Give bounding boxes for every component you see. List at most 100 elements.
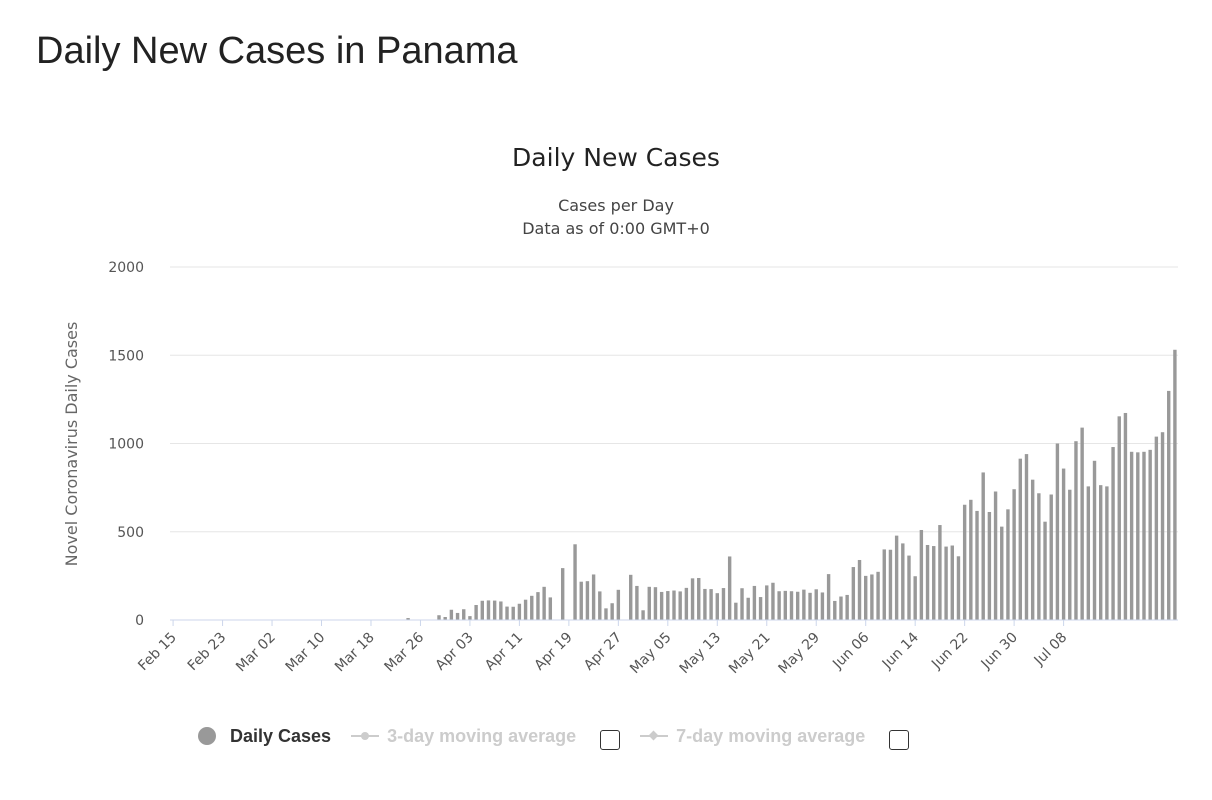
x-tick-label: May 29: [776, 630, 824, 678]
bar: [443, 616, 447, 620]
bar: [919, 529, 924, 620]
x-tick-label: Apr 11: [482, 630, 526, 674]
bar: [542, 586, 546, 620]
bar: [1012, 489, 1016, 620]
bar: [808, 592, 812, 620]
bar: [1167, 390, 1171, 620]
bar: [876, 571, 880, 620]
y-tick-label: 2000: [108, 260, 144, 276]
bar: [406, 618, 410, 620]
grid-lines: [170, 266, 1178, 533]
bar: [585, 581, 590, 620]
legend-label-7-day-average: 7-day moving average: [676, 725, 866, 746]
bar: [981, 472, 985, 620]
bar: [1043, 521, 1047, 620]
x-tick-label: May 05: [627, 630, 675, 678]
bar: [1098, 485, 1103, 620]
bar: [882, 549, 886, 620]
bar: [523, 599, 528, 620]
bar: [734, 602, 738, 620]
bar: [864, 575, 868, 620]
bar: [573, 544, 577, 620]
bar: [1111, 447, 1115, 620]
bar: [1173, 349, 1177, 620]
y-tick-label: 500: [117, 525, 144, 541]
bar: [783, 590, 788, 620]
bar: [1105, 486, 1109, 620]
bar: [833, 600, 837, 620]
bar: [1055, 443, 1060, 620]
legend-item-7-day-average[interactable]: 7-day moving average: [640, 726, 865, 747]
bar: [987, 511, 992, 620]
bar: [486, 600, 491, 620]
bar: [820, 592, 825, 620]
7-day-average-checkbox[interactable]: [889, 730, 910, 750]
legend-label-daily-cases: Daily Cases: [230, 725, 332, 746]
bar: [1006, 509, 1010, 620]
bar: [870, 574, 874, 620]
legend-label-3-day-average: 3-day moving average: [387, 725, 577, 746]
bar: [511, 606, 515, 620]
y-tick-label: 1500: [108, 348, 144, 364]
bar: [1154, 436, 1159, 620]
bar: [591, 574, 596, 620]
legend-item-3-day-average[interactable]: 3-day moving average: [351, 726, 576, 747]
bar: [1068, 489, 1072, 620]
daily-cases-chart: Daily New Cases Cases per Day Data as of…: [62, 143, 1178, 678]
bar: [1018, 458, 1023, 620]
x-tick-label: Jul 08: [1031, 630, 1071, 670]
bars: [406, 349, 1177, 620]
bar: [666, 591, 670, 620]
x-tick-label: Mar 02: [233, 630, 279, 676]
bar: [758, 597, 763, 620]
bar: [480, 600, 484, 620]
bar: [901, 543, 905, 620]
bar: [752, 585, 757, 620]
x-tick-label: Feb 23: [185, 630, 230, 675]
bar: [629, 574, 633, 620]
bar: [795, 591, 800, 620]
bar: [715, 593, 719, 620]
bar: [1142, 451, 1146, 620]
bar: [598, 591, 602, 620]
bar: [1136, 452, 1140, 620]
bar: [771, 582, 775, 620]
bar: [1117, 416, 1121, 620]
bar: [746, 597, 750, 620]
bar: [709, 589, 713, 620]
bar: [1024, 454, 1029, 620]
bar: [616, 589, 621, 620]
bar: [1148, 449, 1152, 620]
bar: [740, 588, 744, 620]
x-tick-label: Apr 27: [581, 630, 625, 674]
legend-item-daily-cases[interactable]: Daily Cases: [198, 726, 331, 747]
bar: [703, 588, 707, 620]
bar: [975, 510, 979, 620]
line-diamond-marker-icon: [640, 730, 669, 742]
bar: [962, 504, 967, 620]
bar: [604, 608, 608, 620]
bar: [721, 588, 726, 620]
3-day-average-checkbox[interactable]: [600, 730, 621, 750]
bar: [1037, 493, 1041, 620]
bar: [530, 595, 534, 620]
y-axis-title: Novel Coronavirus Daily Cases: [62, 322, 81, 567]
bar: [517, 603, 522, 620]
bar: [536, 592, 540, 620]
bar: [839, 596, 843, 620]
bar: [727, 556, 732, 620]
bar: [610, 603, 614, 620]
bar: [672, 590, 676, 620]
y-tick-label: 1000: [108, 437, 144, 453]
x-tick-label: Mar 10: [283, 630, 329, 676]
bar: [1086, 486, 1091, 620]
bar: [560, 568, 565, 620]
x-tick-label: Apr 19: [532, 630, 576, 674]
bar: [913, 576, 917, 620]
x-tick-label: Jun 22: [928, 630, 971, 673]
bar: [765, 585, 769, 620]
x-tick-label: Jun 06: [829, 629, 872, 672]
bar: [505, 606, 509, 620]
x-tick-label: May 21: [726, 630, 774, 678]
bar: [1049, 494, 1053, 620]
